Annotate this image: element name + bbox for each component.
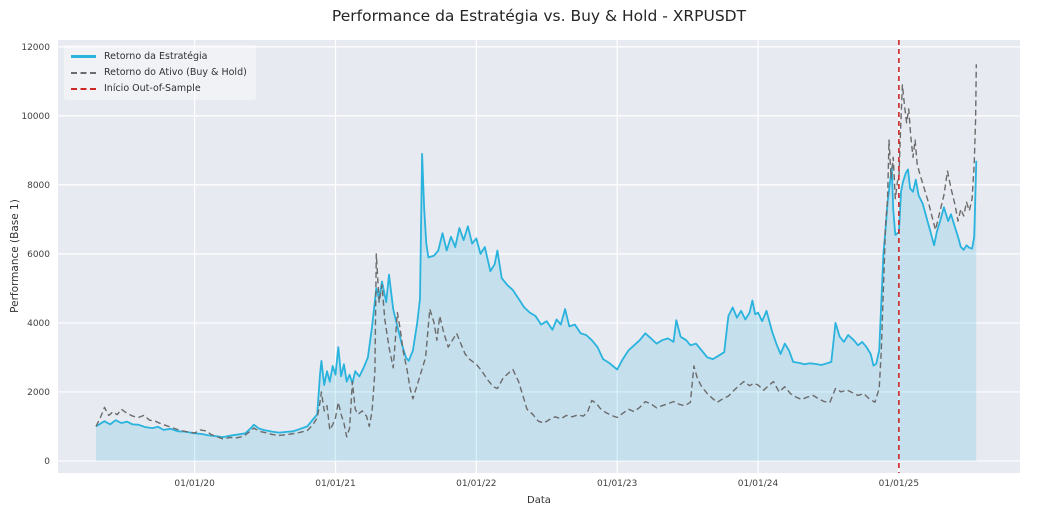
y-tick-label: 10000 xyxy=(21,112,50,122)
legend-label-oos: Início Out-of-Sample xyxy=(104,83,201,94)
buyhold-line xyxy=(95,64,977,440)
x-tick-label: 01/01/24 xyxy=(738,479,779,489)
y-tick-label: 0 xyxy=(44,457,50,467)
legend-item-oos: Início Out-of-Sample xyxy=(71,82,247,95)
y-tick-label: 6000 xyxy=(27,250,50,260)
y-tick-label: 4000 xyxy=(27,319,50,329)
x-tick-label: 01/01/25 xyxy=(879,479,919,489)
legend: Retorno da Estratégia Retorno do Ativo (… xyxy=(64,45,256,100)
x-axis-label: Data xyxy=(527,495,551,506)
legend-label-buyhold: Retorno do Ativo (Buy & Hold) xyxy=(104,67,247,78)
y-tick-label: 8000 xyxy=(27,181,50,191)
plot-background xyxy=(58,40,1020,473)
legend-item-buyhold: Retorno do Ativo (Buy & Hold) xyxy=(71,66,247,79)
x-tick-label: 01/01/20 xyxy=(174,479,215,489)
y-tick-label: 12000 xyxy=(21,43,50,53)
oos-line-swatch-icon xyxy=(71,87,96,90)
x-tick-label: 01/01/22 xyxy=(456,479,496,489)
y-tick-label: 2000 xyxy=(27,388,50,398)
x-tick-label: 01/01/21 xyxy=(315,479,355,489)
chart-title: Performance da Estratégia vs. Buy & Hold… xyxy=(331,7,747,25)
legend-item-strategy: Retorno da Estratégia xyxy=(71,50,247,63)
x-tick-label: 01/01/23 xyxy=(597,479,637,489)
legend-label-strategy: Retorno da Estratégia xyxy=(104,51,208,62)
y-axis-label: Performance (Base 1) xyxy=(9,199,21,313)
strategy-line xyxy=(95,152,978,439)
strategy-line-swatch-icon xyxy=(71,55,96,58)
buyhold-line-swatch-icon xyxy=(71,71,96,74)
